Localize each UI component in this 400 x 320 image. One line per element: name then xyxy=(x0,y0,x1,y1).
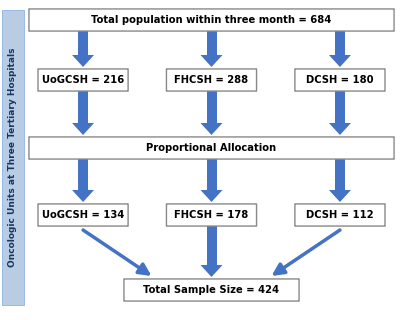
FancyBboxPatch shape xyxy=(38,204,128,226)
Text: FHCSH = 178: FHCSH = 178 xyxy=(174,210,249,220)
Text: DCSH = 112: DCSH = 112 xyxy=(306,210,374,220)
Text: Total Sample Size = 424: Total Sample Size = 424 xyxy=(144,285,280,295)
Polygon shape xyxy=(200,265,222,277)
FancyBboxPatch shape xyxy=(295,69,385,91)
Polygon shape xyxy=(72,123,94,135)
Polygon shape xyxy=(78,159,88,190)
Polygon shape xyxy=(329,190,351,202)
FancyBboxPatch shape xyxy=(2,10,24,305)
FancyBboxPatch shape xyxy=(29,137,394,159)
Polygon shape xyxy=(200,190,222,202)
Polygon shape xyxy=(335,91,345,123)
Text: Proportional Allocation: Proportional Allocation xyxy=(146,143,276,153)
Polygon shape xyxy=(200,55,222,67)
Polygon shape xyxy=(78,31,88,55)
Text: Total population within three month = 684: Total population within three month = 68… xyxy=(91,15,332,25)
Text: DCSH = 180: DCSH = 180 xyxy=(306,75,374,85)
Polygon shape xyxy=(78,91,88,123)
Polygon shape xyxy=(329,123,351,135)
FancyBboxPatch shape xyxy=(29,9,394,31)
Text: UoGCSH = 134: UoGCSH = 134 xyxy=(42,210,124,220)
Text: Oncologic Units at Three Tertiary Hospitals: Oncologic Units at Three Tertiary Hospit… xyxy=(8,48,18,267)
Polygon shape xyxy=(200,123,222,135)
Polygon shape xyxy=(72,190,94,202)
Polygon shape xyxy=(335,159,345,190)
Text: FHCSH = 288: FHCSH = 288 xyxy=(174,75,248,85)
Polygon shape xyxy=(72,55,94,67)
Text: UoGCSH = 216: UoGCSH = 216 xyxy=(42,75,124,85)
FancyBboxPatch shape xyxy=(124,279,299,301)
Polygon shape xyxy=(206,91,216,123)
Polygon shape xyxy=(206,226,216,265)
Polygon shape xyxy=(329,55,351,67)
FancyBboxPatch shape xyxy=(38,69,128,91)
FancyBboxPatch shape xyxy=(166,204,256,226)
FancyBboxPatch shape xyxy=(295,204,385,226)
Polygon shape xyxy=(206,31,216,55)
FancyBboxPatch shape xyxy=(166,69,256,91)
Polygon shape xyxy=(335,31,345,55)
Polygon shape xyxy=(206,159,216,190)
